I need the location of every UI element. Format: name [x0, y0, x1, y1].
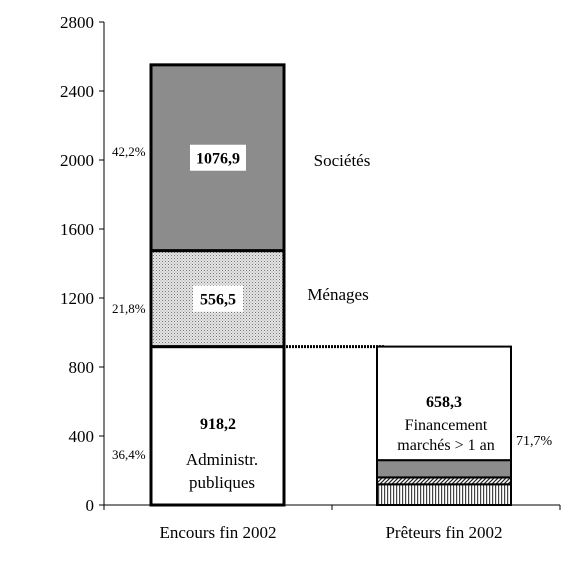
value-label: 1076,9	[196, 151, 240, 168]
y-tick-label: 2400	[60, 82, 94, 101]
bar-segment	[149, 345, 286, 507]
y-tick-label: 800	[69, 358, 95, 377]
segment-name-label: publiques	[189, 473, 255, 492]
category-label: Prêteurs fin 2002	[385, 523, 502, 542]
bar-segment	[376, 476, 512, 486]
y-tick-label: 400	[69, 427, 95, 446]
segment-name-label: Sociétés	[314, 151, 371, 170]
share-label: 36,4%	[112, 447, 146, 462]
y-tick-label: 2800	[60, 13, 94, 32]
bar-segment	[376, 459, 512, 479]
segment-name-label: Ménages	[307, 285, 368, 304]
segment-name-label: marchés > 1 an	[397, 437, 494, 454]
category-label: Encours fin 2002	[159, 523, 276, 542]
value-label: 556,5	[200, 292, 236, 309]
y-tick-label: 0	[86, 496, 95, 515]
value-label-box	[193, 285, 243, 312]
bar-segment	[376, 345, 512, 462]
bar-segment	[376, 483, 512, 506]
value-label: 918,2	[200, 416, 236, 433]
share-label: 21,8%	[112, 301, 146, 316]
value-label: 658,3	[426, 394, 462, 411]
bars	[149, 63, 512, 507]
axes: 0 400 800 1200 1600 2000 2400 2800	[60, 13, 561, 515]
labels: Encours fin 2002 Prêteurs fin 2002 918,2 Ad…	[112, 144, 553, 542]
value-label-box	[190, 144, 246, 171]
segment-name-label: Financement	[405, 417, 488, 434]
bar-segment	[149, 249, 286, 349]
y-tick-label: 2000	[60, 151, 94, 170]
share-label: 42,2%	[112, 144, 146, 159]
y-tick-label: 1600	[60, 220, 94, 239]
share-label: 71,7%	[516, 434, 553, 449]
y-tick-label: 1200	[60, 289, 94, 308]
segment-name-label: Administr.	[186, 450, 258, 469]
